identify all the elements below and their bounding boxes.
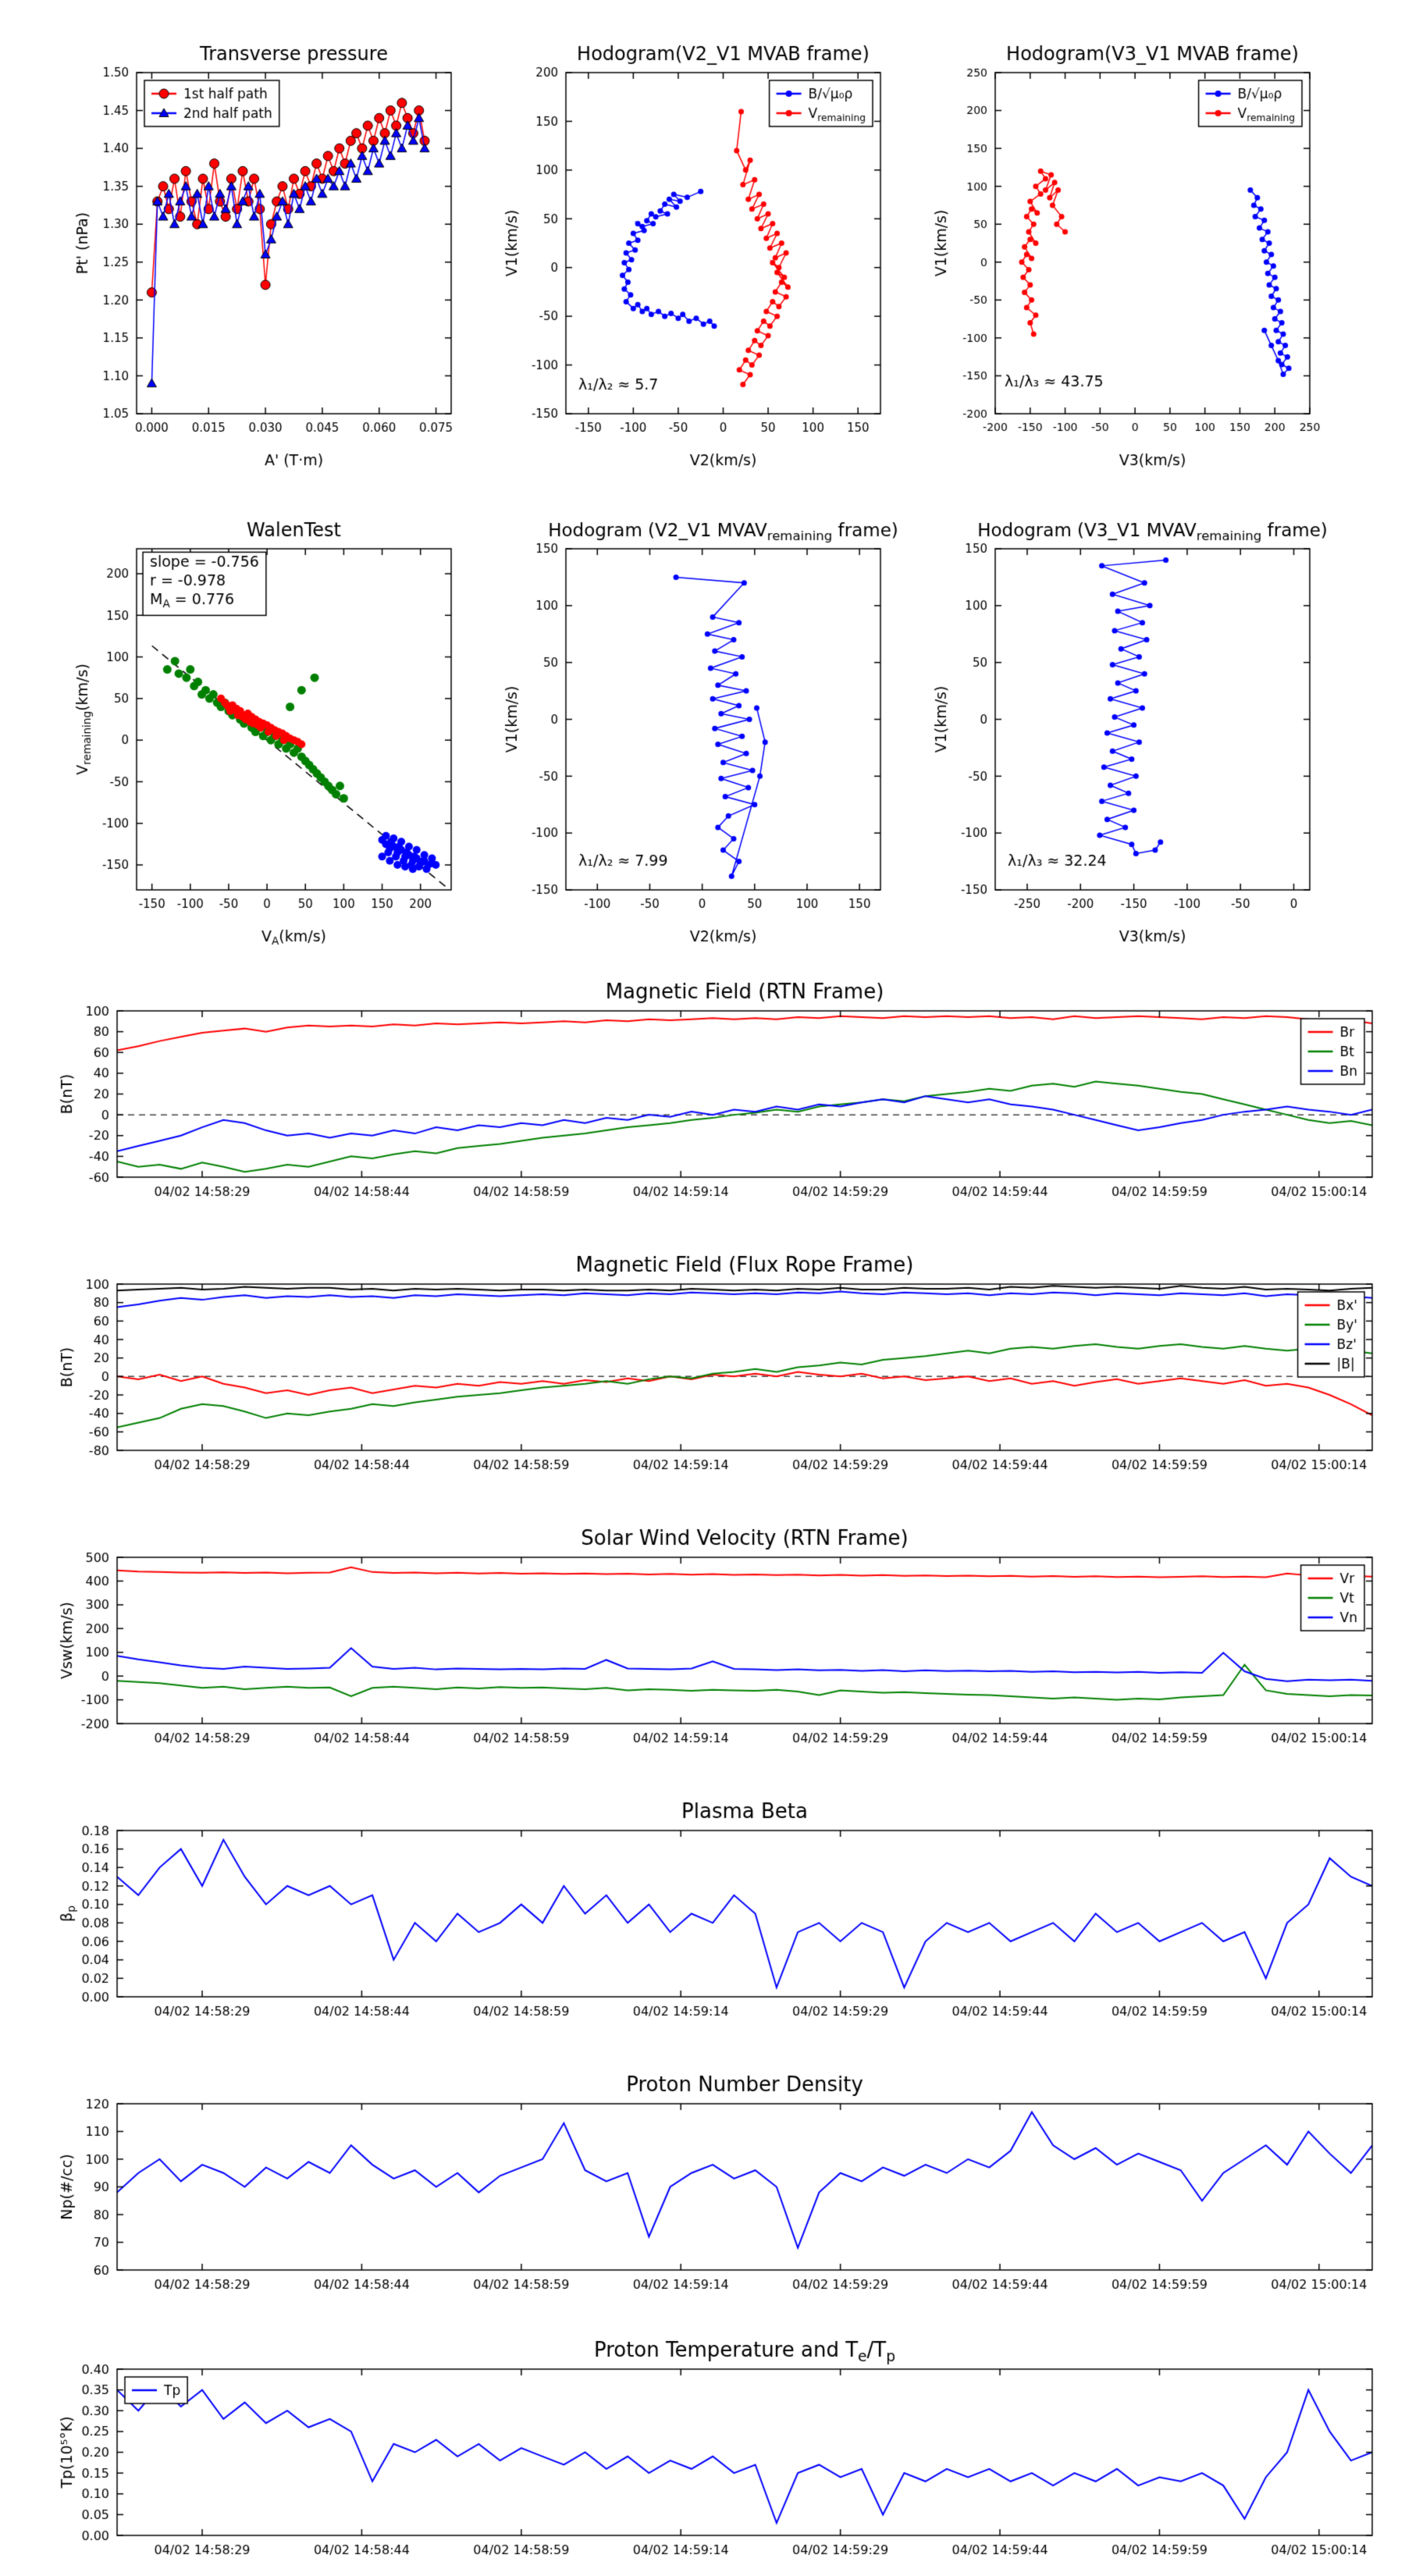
chart-hodogram-v3v1-mvab	[921, 27, 1327, 476]
chart-magnetic-field-rtn	[47, 976, 1389, 1210]
chart-plasma-beta	[47, 1795, 1389, 2030]
chart-hodogram-v2v1-mvav	[492, 503, 898, 952]
chart-proton-temperature	[47, 2334, 1389, 2568]
chart-hodogram-v3v1-mvav	[921, 503, 1327, 952]
chart-solar-wind-velocity	[47, 1522, 1389, 1756]
chart-hodogram-v2v1-mvab	[492, 27, 898, 476]
chart-transverse-pressure	[62, 27, 468, 476]
chart-walen-test	[62, 503, 468, 952]
chart-proton-number-density	[47, 2069, 1389, 2303]
chart-magnetic-field-fluxrope	[47, 1249, 1389, 1483]
